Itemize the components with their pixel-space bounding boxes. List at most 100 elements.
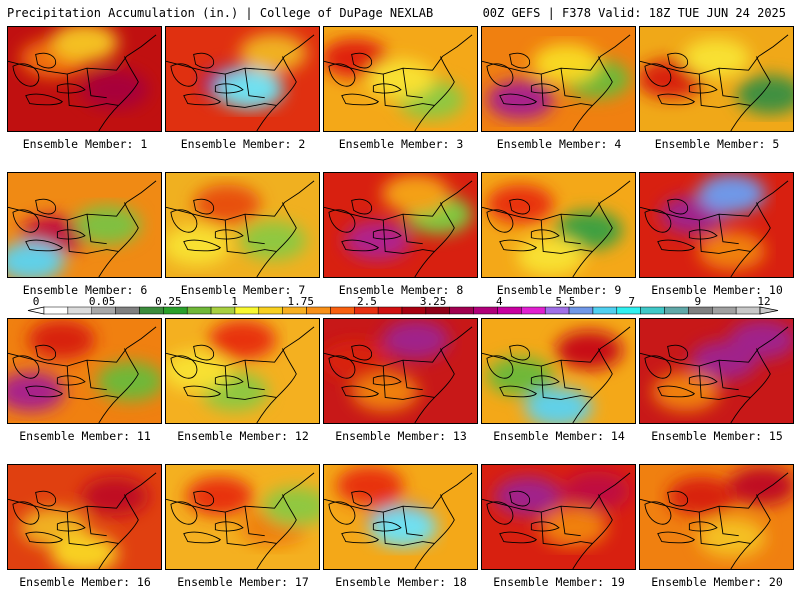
border-line <box>166 472 315 513</box>
lakes-outline <box>170 52 244 106</box>
precip-blob <box>208 320 277 360</box>
border-line <box>324 34 473 75</box>
colorbar-tick-label: 9 <box>695 296 702 308</box>
ensemble-member-map <box>639 172 794 278</box>
precip-blob <box>682 38 751 78</box>
colorbar-left-arrow <box>27 306 45 315</box>
colorbar-swatch <box>497 306 522 315</box>
colorbar-swatch <box>306 306 331 315</box>
lakes-outline <box>644 344 718 398</box>
colorbar-swatch <box>210 306 236 315</box>
precip-blob <box>540 507 608 548</box>
colorbar-swatch <box>234 306 260 315</box>
lakes-outline <box>328 198 402 252</box>
state-lines <box>540 214 593 254</box>
precip-blob <box>239 220 307 261</box>
lakes-outline <box>486 490 560 544</box>
lakes-outline <box>644 198 718 252</box>
colorbar-swatch <box>43 306 69 315</box>
border-line <box>640 472 789 513</box>
lakes-outline <box>486 344 560 398</box>
colorbar-swatch <box>91 306 116 315</box>
border-line <box>482 472 631 513</box>
colorbar-swatch <box>544 306 570 315</box>
colorbar-swatch <box>664 306 689 315</box>
precipitation-colorbar: 0 0.05 0.25 1 1.75 2.5 3.25 4 5.5 7 9 12 <box>27 296 779 315</box>
colorbar-swatch <box>282 306 307 315</box>
state-lines <box>382 68 435 108</box>
colorbar-swatch <box>449 306 474 315</box>
ensemble-member-map <box>7 26 162 132</box>
border-line <box>8 472 157 513</box>
precip-blob <box>667 476 735 516</box>
precip-blob <box>486 356 554 396</box>
state-lines <box>698 68 751 108</box>
coastline <box>256 348 297 423</box>
precip-blob <box>81 476 149 516</box>
precip-blob <box>486 184 554 224</box>
precip-blob <box>728 466 793 506</box>
state-lines <box>224 68 277 108</box>
ensemble-member-label: Ensemble Member: 15 <box>651 429 783 443</box>
ensemble-member-map <box>639 318 794 424</box>
precip-blob <box>262 486 319 527</box>
coastline <box>256 56 297 131</box>
border-line <box>482 326 631 367</box>
ensemble-member-label: Ensemble Member: 9 <box>496 283 622 297</box>
border-line <box>8 34 157 75</box>
colorbar-swatch <box>139 306 164 315</box>
lakes-outline <box>486 52 560 106</box>
ensemble-member-map <box>165 26 320 132</box>
colorbar-swatch <box>712 306 737 315</box>
colorbar-swatch <box>330 306 355 315</box>
precip-blob <box>728 320 793 360</box>
border-line <box>8 326 157 367</box>
state-lines <box>382 214 435 254</box>
state-lines <box>66 68 119 108</box>
coastline <box>572 56 613 131</box>
border-line <box>324 472 473 513</box>
coastline <box>98 494 139 569</box>
coastline <box>98 348 139 423</box>
colorbar-tick-label: 7 <box>628 296 635 308</box>
border-line <box>324 180 473 221</box>
colorbar-swatch <box>616 306 641 315</box>
coastline <box>414 202 455 277</box>
colorbar-tick-label: 5.5 <box>556 296 576 308</box>
ensemble-member-map <box>323 172 478 278</box>
colorbar-swatch <box>354 306 379 315</box>
colorbar-tick-label: 2.5 <box>357 296 377 308</box>
ensemble-member-map <box>7 172 162 278</box>
coastline <box>414 348 455 423</box>
state-lines <box>224 506 277 546</box>
map-title: Precipitation Accumulation (in.) | Colle… <box>7 6 434 20</box>
ensemble-member-map <box>481 318 636 424</box>
ensemble-member-map <box>481 464 636 570</box>
precip-blob <box>640 59 705 99</box>
precip-blob <box>382 174 450 214</box>
ensemble-member-label: Ensemble Member: 3 <box>338 137 464 151</box>
ensemble-member-label: Ensemble Member: 1 <box>22 137 148 151</box>
lakes-outline <box>328 490 402 544</box>
ensemble-member-map <box>165 318 320 424</box>
border-line <box>166 326 315 367</box>
ensemble-member-map <box>481 172 636 278</box>
coastline <box>256 494 297 569</box>
ensemble-member-map <box>323 464 478 570</box>
state-lines <box>540 506 593 546</box>
state-lines <box>382 360 435 400</box>
colorbar-tick-label: 0 <box>33 296 40 308</box>
ensemble-member-label: Ensemble Member: 20 <box>651 575 783 589</box>
colorbar-swatch <box>377 306 403 315</box>
precip-blob <box>494 476 562 516</box>
coastline <box>256 202 297 277</box>
lakes-outline <box>644 52 718 106</box>
coastline <box>414 494 455 569</box>
ensemble-member-label: Ensemble Member: 8 <box>338 283 464 297</box>
colorbar-swatch <box>186 306 212 315</box>
coastline <box>414 56 455 131</box>
ensemble-member-label: Ensemble Member: 10 <box>651 283 783 297</box>
precip-blob <box>216 69 284 110</box>
coastline <box>572 202 613 277</box>
lakes-outline <box>486 198 560 252</box>
